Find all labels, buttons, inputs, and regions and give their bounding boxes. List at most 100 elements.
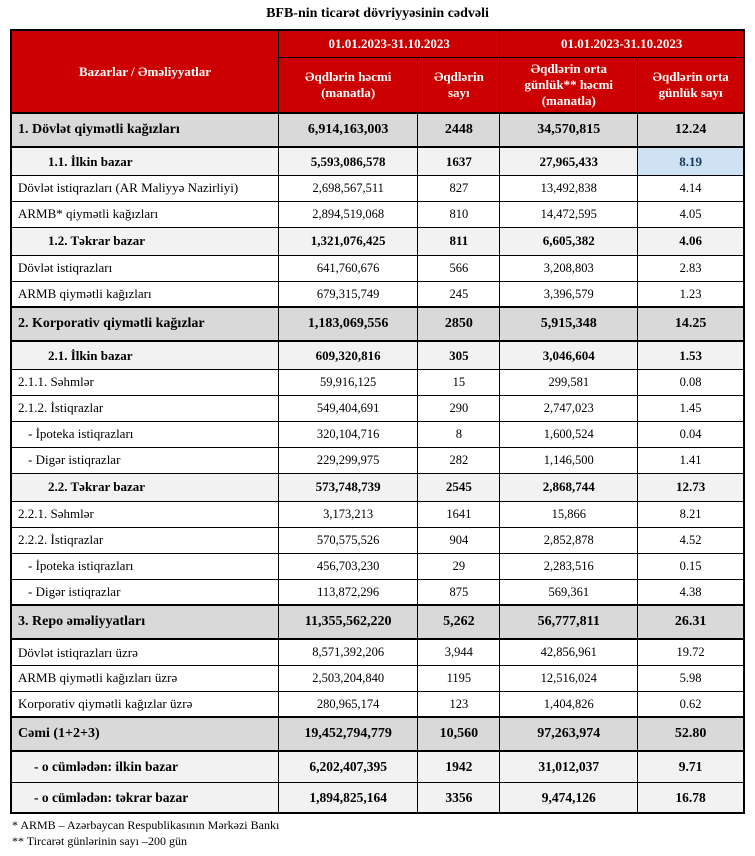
row-value: 9.71 — [637, 750, 745, 783]
row-value: 5.98 — [637, 664, 745, 692]
row-value: 904 — [417, 526, 501, 554]
table-row: - İpoteka istiqrazları 456,703,230 29 2,283… — [10, 552, 745, 580]
row-value: 573,748,739 — [278, 472, 419, 502]
row-value: 8.21 — [637, 500, 745, 528]
row-value: 641,760,676 — [278, 254, 419, 282]
row-value: 2,868,744 — [499, 472, 639, 502]
table-row: Cəmi (1+2+3) 19,452,794,779 10,560 97,263,9… — [10, 716, 745, 753]
row-value: 15,866 — [499, 500, 639, 528]
row-value: 31,012,037 — [499, 750, 639, 783]
table-header: Bazarlar / Əməliyyatlar 01.01.2023-31.10… — [10, 29, 745, 114]
row-label: 1.2. Təkrar bazar — [10, 226, 280, 256]
row-value: 1637 — [417, 146, 501, 176]
row-value: 16.78 — [637, 781, 745, 814]
row-value: 609,320,816 — [278, 340, 419, 370]
row-label: 2.2.2. İstiqrazlar — [10, 526, 280, 554]
row-value: 6,202,407,395 — [278, 750, 419, 783]
trade-turnover-table: Bazarlar / Əməliyyatlar 01.01.2023-31.10… — [10, 29, 745, 815]
row-value: 5,262 — [417, 604, 501, 641]
row-value: 6,605,382 — [499, 226, 639, 256]
table-row: 2.2.1. Səhmlər 3,173,213 1641 15,866 8.21 — [10, 500, 745, 528]
table-row: ARMB qiymətli kağızları üzrə 2,503,204,84… — [10, 664, 745, 692]
row-value: 810 — [417, 200, 501, 228]
row-value: 0.62 — [637, 690, 745, 718]
row-value: 1,894,825,164 — [278, 781, 419, 814]
row-label: Dövlət istiqrazları — [10, 254, 280, 282]
table-row: ARMB* qiymətli kağızları 2,894,519,068 810… — [10, 200, 745, 228]
table-row: Dövlət istiqrazları üzrə 8,571,392,206 3,9… — [10, 638, 745, 666]
row-value: 2,283,516 — [499, 552, 639, 580]
table-row: 1.2. Təkrar bazar 1,321,076,425 811 6,605,3… — [10, 226, 745, 256]
row-value: 12.73 — [637, 472, 745, 502]
page-title: BFB-nin ticarət dövriyyəsinin cədvəli — [266, 6, 489, 21]
row-value: 1,404,826 — [499, 690, 639, 718]
col-header-markets: Bazarlar / Əməliyyatlar — [10, 29, 280, 114]
row-value: 34,570,815 — [499, 112, 639, 149]
row-value: 2448 — [417, 112, 501, 149]
row-label: 3. Repo əməliyyatları — [10, 604, 280, 641]
row-value: 245 — [417, 280, 501, 308]
row-label: 1. Dövlət qiymətli kağızları — [10, 112, 280, 149]
row-label: 2.2. Təkrar bazar — [10, 472, 280, 502]
row-value: 5,593,086,578 — [278, 146, 419, 176]
row-value: 6,914,163,003 — [278, 112, 419, 149]
row-value: 59,916,125 — [278, 368, 419, 396]
row-value: 4.06 — [637, 226, 745, 256]
row-label: Dövlət istiqrazları (AR Maliyyə Nazirliy… — [10, 174, 280, 202]
col-header-daily-count: Əqdlərin orta günlük sayı — [637, 56, 745, 114]
col-header-volume: Əqdlərin həcmi (manatla) — [278, 56, 419, 114]
row-value: 8 — [417, 420, 501, 448]
table-body: 1. Dövlət qiymətli kağızları 6,914,163,00… — [10, 112, 745, 814]
row-value: 3,396,579 — [499, 280, 639, 308]
table-row: - Digər istiqrazlar 113,872,296 875 569,361… — [10, 578, 745, 606]
row-label: Dövlət istiqrazları üzrə — [10, 638, 280, 666]
row-value: 123 — [417, 690, 501, 718]
row-label: Cəmi (1+2+3) — [10, 716, 280, 753]
row-value: 827 — [417, 174, 501, 202]
row-value: 1.53 — [637, 340, 745, 370]
row-value: 1942 — [417, 750, 501, 783]
footnotes: * ARMB – Azərbaycan Respublikasının Mərk… — [10, 817, 745, 849]
row-value: 11,355,562,220 — [278, 604, 419, 641]
row-value: 19,452,794,779 — [278, 716, 419, 753]
row-value: 2,747,023 — [499, 394, 639, 422]
col-header-count: Əqdlərin sayı — [417, 56, 501, 114]
row-value: 280,965,174 — [278, 690, 419, 718]
row-value: 811 — [417, 226, 501, 256]
row-value: 3356 — [417, 781, 501, 814]
row-value: 569,361 — [499, 578, 639, 606]
row-value: 1.41 — [637, 446, 745, 474]
row-value: 1.23 — [637, 280, 745, 308]
row-value: 3,046,604 — [499, 340, 639, 370]
row-value: 12,516,024 — [499, 664, 639, 692]
row-value: 1.45 — [637, 394, 745, 422]
row-value: 2,698,567,511 — [278, 174, 419, 202]
table-row: 2.2.2. İstiqrazlar 570,575,526 904 2,852,87… — [10, 526, 745, 554]
period-header-1: 01.01.2023-31.10.2023 — [278, 29, 501, 58]
row-value: 29 — [417, 552, 501, 580]
row-label: 2.1.2. İstiqrazlar — [10, 394, 280, 422]
table-row: Dövlət istiqrazları 641,760,676 566 3,208,8… — [10, 254, 745, 282]
table-row: ARMB qiymətli kağızları 679,315,749 245 3,3… — [10, 280, 745, 308]
row-value: 305 — [417, 340, 501, 370]
table-row: - o cümlədən: təkrar bazar 1,894,825,164 3… — [10, 781, 745, 814]
table-row: 3. Repo əməliyyatları 11,355,562,220 5,262… — [10, 604, 745, 641]
row-value: 456,703,230 — [278, 552, 419, 580]
table-row: - İpoteka istiqrazları 320,104,716 8 1,600,… — [10, 420, 745, 448]
table-row: 1.1. İlkin bazar 5,593,086,578 1637 27,965,… — [10, 146, 745, 176]
period-header-2: 01.01.2023-31.10.2023 — [499, 29, 745, 58]
row-value: 2,503,204,840 — [278, 664, 419, 692]
row-value: 1,146,500 — [499, 446, 639, 474]
row-value: 4.52 — [637, 526, 745, 554]
row-value: 2,852,878 — [499, 526, 639, 554]
row-value: 0.04 — [637, 420, 745, 448]
row-value: 229,299,975 — [278, 446, 419, 474]
row-value: 679,315,749 — [278, 280, 419, 308]
row-value: 5,915,348 — [499, 306, 639, 343]
row-label: - o cümlədən: təkrar bazar — [10, 781, 280, 814]
row-value: 0.08 — [637, 368, 745, 396]
row-value: 12.24 — [637, 112, 745, 149]
row-value: 2850 — [417, 306, 501, 343]
row-value: 282 — [417, 446, 501, 474]
